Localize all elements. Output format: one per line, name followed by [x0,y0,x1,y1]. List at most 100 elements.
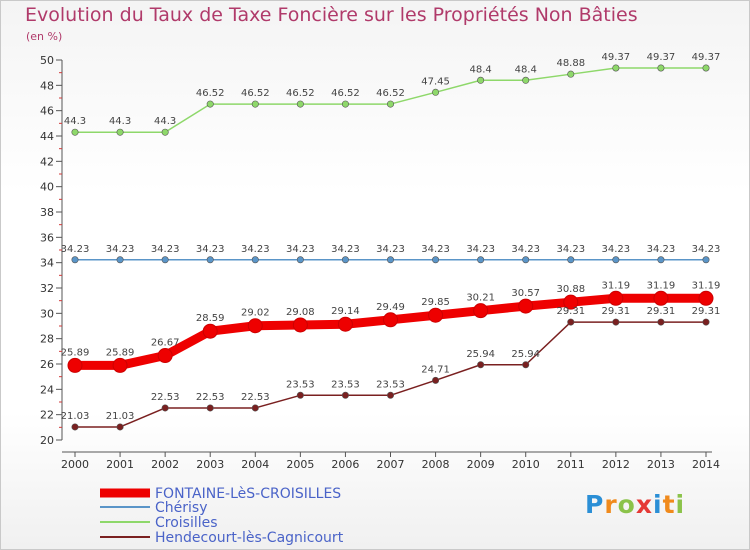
logo-letter: x [635,490,653,519]
data-label-3: 23.53 [376,379,405,390]
y-tick-label: 26 [40,358,54,371]
series-point-1 [612,256,620,264]
x-tick-label: 2001 [106,458,134,471]
data-label-1: 34.23 [331,244,360,255]
data-label-1: 34.23 [61,244,90,255]
data-label-3: 22.53 [241,392,270,403]
data-label-0: 31.19 [647,280,676,291]
series-point-0 [202,323,218,339]
series-point-2 [522,76,530,84]
series-layer [67,64,714,431]
data-label-3: 29.31 [556,306,585,317]
data-label-1: 34.23 [376,244,405,255]
data-label-3: 29.31 [647,306,676,317]
series-point-0 [518,298,534,314]
series-point-2 [657,64,665,72]
y-tick-label: 50 [40,54,54,67]
data-label-1: 34.23 [196,244,225,255]
logo-letter: P [585,490,605,519]
y-tick-label: 22 [40,409,54,422]
y-tick-label: 32 [40,282,54,295]
series-point-2 [71,128,79,136]
series-point-3 [522,361,530,369]
series-point-3 [432,376,440,384]
data-label-3: 23.53 [286,379,315,390]
axes: 20 22 24 26 28 30 32 34 36 38 40 42 44 46 48 50 2000 2001… [40,54,720,471]
data-label-1: 34.23 [241,244,270,255]
data-label-1: 34.23 [602,244,631,255]
series-point-0 [608,290,624,306]
series-point-0 [292,317,308,333]
data-label-3: 24.71 [421,364,450,375]
data-label-1: 34.23 [647,244,676,255]
data-label-3: 21.03 [61,411,90,422]
data-label-2: 49.37 [602,52,631,63]
series-point-0 [428,307,444,323]
series-point-3 [251,404,259,412]
series-point-2 [567,70,575,78]
data-label-2: 46.52 [376,88,405,99]
data-label-2: 49.37 [647,52,676,63]
y-tick-label: 34 [40,257,54,270]
data-label-3: 25.94 [511,349,540,360]
y-tick-label: 46 [40,105,54,118]
x-tick-label: 2008 [422,458,450,471]
series-point-0 [473,303,489,319]
legend-label-3: Hendecourt-lès-Cagnicourt [155,530,344,546]
logo-letter: o [617,490,636,519]
data-label-0: 25.89 [61,347,90,358]
data-label-2: 49.37 [692,52,721,63]
series-point-2 [341,100,349,108]
x-tick-label: 2005 [286,458,314,471]
series-point-3 [161,404,169,412]
data-label-3: 25.94 [466,349,495,360]
data-label-0: 26.67 [151,338,180,349]
data-label-2: 48.4 [470,64,492,75]
data-label-0: 29.02 [241,308,270,319]
series-point-0 [157,348,173,364]
y-axis-unit: (en %) [26,30,63,43]
series-point-2 [477,76,485,84]
data-label-0: 31.19 [602,280,631,291]
data-label-2: 44.3 [109,116,131,127]
x-tick-label: 2000 [61,458,89,471]
logo-letter: i [653,490,663,519]
data-label-1: 34.23 [286,244,315,255]
series-point-1 [432,256,440,264]
data-label-0: 29.08 [286,307,315,318]
x-tick-label: 2014 [692,458,720,471]
logo-letter: t [662,490,676,519]
series-point-3 [206,404,214,412]
data-label-2: 46.52 [196,88,225,99]
data-label-0: 25.89 [106,347,135,358]
data-label-2: 46.52 [331,88,360,99]
series-point-1 [657,256,665,264]
data-label-3: 22.53 [196,392,225,403]
data-label-3: 22.53 [151,392,180,403]
series-point-2 [206,100,214,108]
data-label-0: 31.19 [692,280,721,291]
data-label-0: 28.59 [196,313,225,324]
series-point-2 [116,128,124,136]
y-tick-label: 24 [40,383,54,396]
data-label-3: 21.03 [106,411,135,422]
series-point-3 [296,391,304,399]
y-tick-label: 42 [40,155,54,168]
series-point-1 [251,256,259,264]
series-point-3 [116,423,124,431]
x-tick-label: 2002 [151,458,179,471]
y-tick-label: 36 [40,231,54,244]
series-point-3 [567,318,575,326]
y-tick-label: 48 [40,79,54,92]
data-label-1: 34.23 [421,244,450,255]
logo-letter: i [675,490,686,519]
data-label-2: 44.3 [64,116,86,127]
series-point-1 [567,256,575,264]
x-tick-label: 2013 [647,458,675,471]
series-point-2 [612,64,620,72]
y-tick-label: 30 [40,307,54,320]
data-label-0: 30.21 [466,293,495,304]
data-label-3: 29.31 [602,306,631,317]
